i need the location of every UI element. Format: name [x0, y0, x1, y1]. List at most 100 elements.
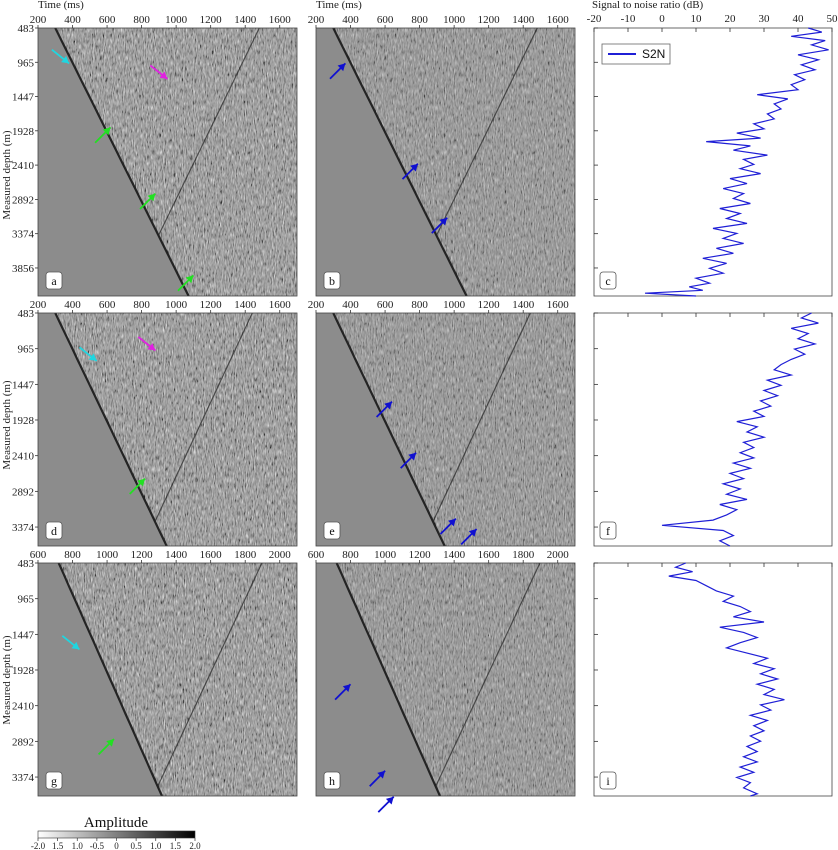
- seismic-panel-a: a: [37, 27, 298, 297]
- colorbar-tick-label: 1.5: [52, 841, 64, 850]
- panel-frame: [593, 27, 833, 297]
- snr-series-line: [644, 27, 829, 297]
- depth-tick-label: 3374: [12, 229, 35, 241]
- arrow-green: [129, 477, 146, 495]
- legend-label: S2N: [642, 47, 665, 61]
- seismic-panel-b: b: [315, 27, 576, 297]
- time-tick-label: 200: [30, 299, 47, 311]
- arrow-green: [139, 192, 157, 210]
- colorbar-gradient: [37, 830, 196, 839]
- colorbar-title: Amplitude: [84, 815, 149, 831]
- panel-frame: [593, 312, 833, 547]
- panel-label-e: e: [329, 524, 334, 538]
- reflected-event: [435, 28, 538, 236]
- depth-tick-label: 1928: [12, 665, 35, 677]
- colorbar-tick-label: 0.5: [131, 841, 143, 850]
- time-tick-label: 200: [30, 14, 47, 26]
- depth-axis-label-row1: Measured depth (m): [1, 130, 13, 220]
- depth-tick-label: 2892: [12, 736, 34, 748]
- first-break-event: [57, 563, 164, 796]
- depth-tick-label: 483: [18, 308, 35, 320]
- reflected-event: [435, 563, 541, 787]
- time-tick-label: 800: [411, 299, 428, 311]
- depth-tick-label: 1928: [12, 415, 35, 427]
- time-tick-label: 1000: [96, 549, 119, 561]
- snr-tick-label: 20: [725, 13, 737, 25]
- depth-tick-label: 2892: [12, 486, 34, 498]
- arrow-magenta: [149, 64, 169, 80]
- time-tick-label: 800: [64, 549, 81, 561]
- annotation-arrows: [51, 48, 478, 813]
- snr-tick-label: -20: [587, 13, 602, 25]
- arrow-blue: [431, 217, 448, 234]
- panel-frame: [593, 562, 833, 797]
- panel-label-b: b: [329, 274, 335, 288]
- colorbar-tick-label: 0: [114, 841, 119, 850]
- snr-tick-label: -10: [621, 13, 636, 25]
- time-tick-label: 400: [342, 299, 359, 311]
- depth-tick-label: 2410: [12, 160, 35, 172]
- time-tick-label: 1200: [409, 549, 432, 561]
- time-axis-label-row1-left: Time (ms): [38, 0, 84, 11]
- panel-frame: [37, 312, 298, 547]
- time-tick-label: 1600: [547, 299, 570, 311]
- time-tick-label: 600: [99, 14, 116, 26]
- snr-axis-label: Signal to noise ratio (dB): [592, 0, 704, 11]
- panel-frame: [315, 312, 576, 547]
- arrow-blue: [400, 452, 417, 469]
- snr-tick-label: 30: [759, 13, 771, 25]
- panel-label-h: h: [329, 774, 335, 788]
- reflected-event: [154, 313, 253, 522]
- time-tick-label: 600: [377, 299, 394, 311]
- arrow-blue: [460, 528, 478, 546]
- panel-label-g: g: [51, 774, 57, 788]
- depth-tick-label: 1447: [12, 92, 35, 104]
- arrow-cyan: [51, 48, 70, 65]
- arrow-cyan: [78, 346, 98, 362]
- time-tick-label: 1600: [269, 299, 292, 311]
- depth-tick-label: 2892: [12, 194, 34, 206]
- reflected-event: [432, 313, 531, 522]
- colorbar-tick-label: 1.0: [150, 841, 162, 850]
- time-tick-label: 1800: [234, 549, 257, 561]
- panel-label-f: f: [606, 524, 610, 538]
- time-tick-label: 400: [64, 14, 81, 26]
- seismic-panel-g: g: [37, 562, 298, 797]
- arrow-green: [97, 738, 115, 756]
- time-tick-label: 800: [133, 14, 150, 26]
- depth-tick-label: 1447: [12, 379, 35, 391]
- time-tick-label: 1400: [234, 14, 257, 26]
- snr-panels: -20 -10 0 10 20 30 40 50 c S2N f i: [587, 13, 838, 797]
- panel-frame: [315, 27, 576, 297]
- colorbar-ticks: -2.0 1.5 1.0 -0.5 0 0.5 1.0 1.5 2.0: [31, 838, 201, 850]
- depth-axis-label-row3: Measured depth (m): [1, 635, 13, 725]
- time-tick-label: 1000: [165, 299, 188, 311]
- depth-tick-label: 1447: [12, 629, 35, 641]
- panel-label-box: [599, 771, 617, 790]
- arrow-blue: [334, 683, 352, 701]
- panel-label-box: [45, 771, 63, 790]
- time-tick-label: 1400: [512, 14, 535, 26]
- time-tick-label: 1600: [269, 14, 292, 26]
- panel-label-box: [323, 521, 341, 540]
- depth-tick-label: 2410: [12, 701, 35, 713]
- panel-frame: [37, 562, 298, 797]
- depth-tick-label: 2410: [12, 451, 35, 463]
- panel-label-c: c: [605, 274, 610, 288]
- reflected-event: [157, 563, 263, 787]
- axes: 200 400 600 800 1000 1200 1400 1600 200 400 600 800…: [12, 14, 569, 784]
- colorbar-tick-label: 1.0: [72, 841, 84, 850]
- time-tick-label: 1400: [234, 299, 257, 311]
- depth-tick-label: 3856: [12, 263, 35, 275]
- panel-label-i: i: [606, 774, 610, 788]
- first-break-event: [332, 313, 446, 546]
- seismic-panel-d: d: [37, 312, 298, 547]
- colorbar-tick-label: 2.0: [189, 841, 201, 850]
- arrow-magenta: [137, 336, 156, 352]
- time-tick-label: 1200: [200, 299, 223, 311]
- time-tick-label: 600: [30, 549, 47, 561]
- time-tick-label: 800: [342, 549, 359, 561]
- arrow-green: [177, 274, 195, 292]
- time-tick-label: 1600: [200, 549, 223, 561]
- time-tick-label: 600: [308, 549, 325, 561]
